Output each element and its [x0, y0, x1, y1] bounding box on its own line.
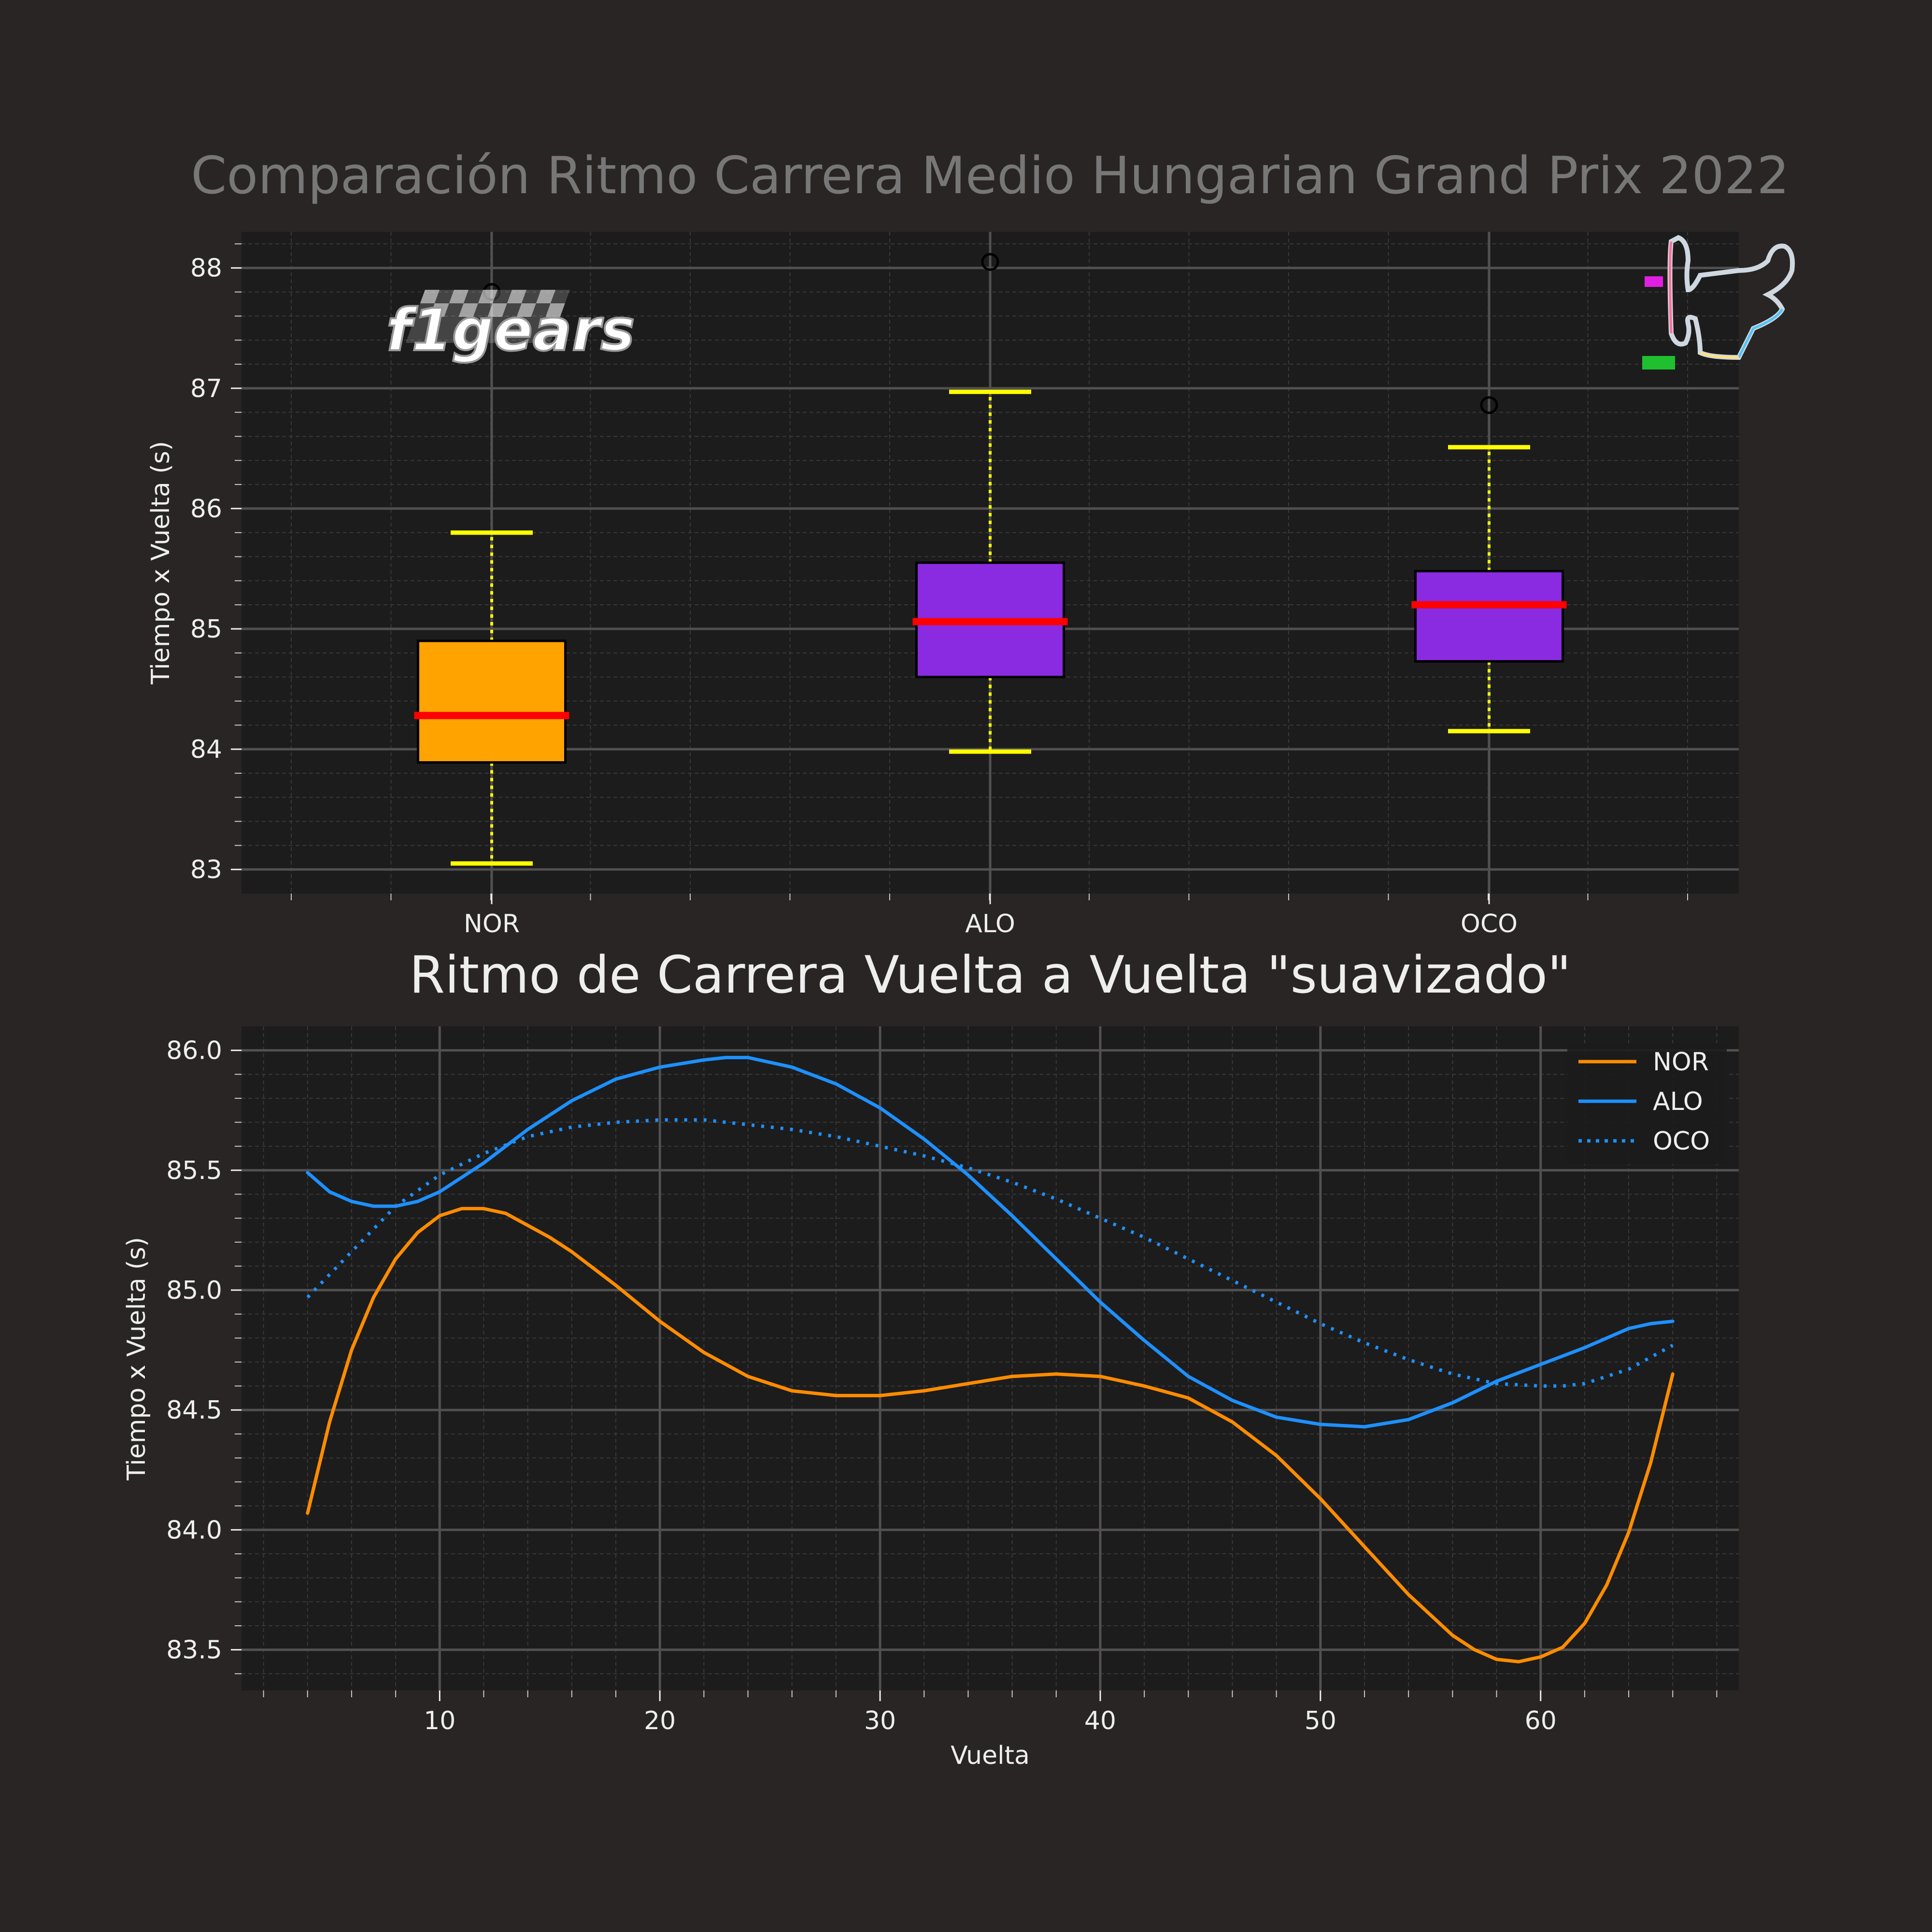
series-line-nor: [306, 1207, 1675, 1663]
iqr-box: [417, 639, 567, 764]
line-chart: 83.5 84.0 84.5 85.0 85.5 86.0 10 20 30 40 50 60 Rit…: [122, 945, 1739, 1770]
x-tick-label: NOR: [464, 909, 520, 938]
y-tick-label: 84.0: [166, 1516, 222, 1545]
y-tick-label: 88: [190, 254, 222, 283]
box-alo: [912, 253, 1068, 754]
legend: NOR ALO OCO: [1567, 1043, 1727, 1164]
box-nor: [414, 283, 569, 866]
x-tick-label: 30: [864, 1706, 896, 1735]
iqr-box: [1414, 569, 1564, 663]
y-tick-label: 84: [190, 735, 222, 764]
outlier-point: [1480, 396, 1498, 414]
legend-label-oco: OCO: [1653, 1127, 1710, 1156]
series-line-oco: [306, 1118, 1674, 1388]
y-tick-label: 86.0: [166, 1037, 222, 1065]
circuit-marker-green: [1642, 356, 1675, 369]
checkered-flag-icon: [405, 290, 570, 343]
line-x-axis-label: Vuelta: [951, 1741, 1030, 1770]
x-tick-label: 60: [1525, 1706, 1557, 1735]
y-tick-label: 84.5: [166, 1396, 222, 1425]
boxplot-title: Comparación Ritmo Carrera Medio Hungaria…: [191, 146, 1789, 205]
line-ticks: 83.5 84.0 84.5 85.0 85.5 86.0 10 20 30 40 50 60: [166, 1037, 1718, 1735]
logo-text: f1gears: [386, 297, 635, 364]
circuit-marker-magenta: [1645, 276, 1663, 287]
y-tick-label: 85.5: [166, 1156, 222, 1185]
x-tick-label: 40: [1084, 1706, 1116, 1735]
boxplot-chart: 83 84 85 86 87 88 NOR ALO OCO Comparación Ritmo …: [146, 146, 1795, 938]
series-line-alo: [306, 1056, 1675, 1429]
boxplot-ticks: 83 84 85 86 87 88 NOR ALO OCO: [190, 243, 1688, 938]
legend-label-nor: NOR: [1653, 1048, 1709, 1077]
line-chart-title: Ritmo de Carrera Vuelta a Vuelta "suaviz…: [409, 945, 1571, 1005]
y-tick-label: 87: [190, 374, 222, 403]
y-tick-label: 83.5: [166, 1636, 222, 1665]
x-tick-label: OCO: [1461, 909, 1518, 938]
line-y-axis-label: Tiempo x Vuelta (s): [122, 1237, 151, 1481]
legend-frame: [1567, 1043, 1727, 1164]
boxplot-y-axis-label: Tiempo x Vuelta (s): [146, 441, 175, 685]
legend-label-alo: ALO: [1653, 1087, 1703, 1116]
x-tick-label: 10: [424, 1706, 455, 1735]
y-tick-label: 85: [190, 615, 222, 644]
x-tick-label: 50: [1305, 1706, 1336, 1735]
line-marks: [306, 1056, 1675, 1663]
boxplot-marks: [414, 253, 1567, 866]
hungaroring-circuit-map-icon: [1642, 235, 1795, 369]
x-tick-label: 20: [644, 1706, 676, 1735]
outlier-point: [981, 253, 999, 271]
box-oco: [1411, 396, 1567, 734]
y-tick-label: 85.0: [166, 1276, 222, 1305]
line-axes: [242, 1026, 1739, 1690]
f1gears-logo: f1gears: [385, 290, 636, 365]
x-tick-label: ALO: [965, 909, 1015, 938]
y-tick-label: 83: [190, 855, 222, 884]
y-tick-label: 86: [190, 495, 222, 524]
